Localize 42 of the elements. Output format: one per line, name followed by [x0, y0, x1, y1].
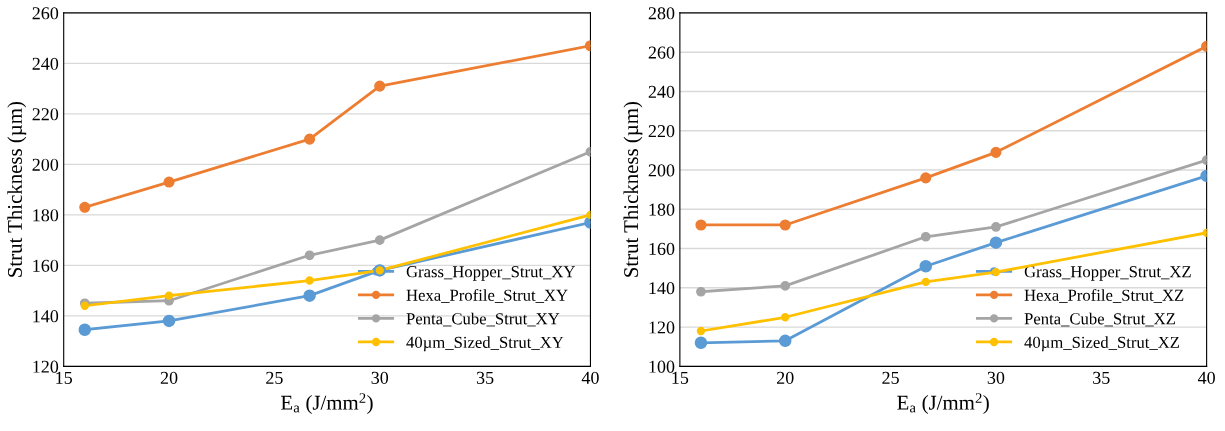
y-tick-label: 280 [648, 7, 675, 20]
x-axis-title: E$_{a}$ (J/mm$^{2}$) [897, 393, 989, 414]
x-tick-label: 25 [882, 371, 899, 384]
y-tick-label: 200 [648, 164, 675, 177]
y-tick-label: 140 [649, 282, 675, 295]
x-axis-title: E$_{a}$ (J/mm$^{2}$) [281, 393, 373, 414]
y-tick-label: 220 [648, 124, 675, 138]
x-tick-label: 20 [160, 371, 178, 384]
legend-label: Grass_Hopper_Strut_XZ [1024, 266, 1191, 281]
x-tick-label: 30 [987, 371, 1005, 384]
y-tick-label: 200 [32, 158, 59, 171]
legend-label: Hexa_Profile_Strut_XY [406, 288, 568, 303]
y-tick-label: 160 [33, 259, 59, 272]
y-tick-label: 180 [33, 209, 59, 222]
y-tick-label: 240 [648, 85, 675, 98]
x-tick-label: 30 [371, 371, 389, 384]
legend-label: 40µm_Sized_Strut_XZ [1024, 336, 1180, 352]
x-tick-label: 25 [266, 371, 283, 384]
y-tick-label: 240 [32, 57, 59, 70]
y-tick-label: 140 [33, 310, 59, 323]
y-tick-label: 100 [649, 360, 675, 373]
legend-label: Penta_Cube_Strut_XY [406, 312, 560, 327]
legend-label: Hexa_Profile_Strut_XZ [1024, 288, 1184, 303]
y-tick-label: 260 [648, 46, 675, 59]
x-tick-label: 15 [56, 371, 73, 384]
y-tick-label: 160 [649, 242, 675, 255]
x-tick-label: 35 [1093, 371, 1110, 384]
y-tick-label: 220 [32, 108, 59, 121]
x-tick-label: 20 [776, 371, 794, 384]
legend-label: 40µm_Sized_Strut_XY [406, 336, 564, 352]
x-tick-label: 40 [581, 371, 599, 384]
legend-label: Penta_Cube_Strut_XZ [1024, 312, 1175, 327]
y-tick-label: 260 [32, 7, 59, 20]
y-axis-title: Strut Thickness (µm) [623, 101, 643, 277]
x-tick-label: 40 [1197, 371, 1215, 384]
y-tick-label: 180 [649, 203, 675, 216]
y-axis-title: Strut Thickness (µm) [7, 101, 27, 277]
legend-label: Grass_Hopper_Strut_XY [406, 266, 576, 281]
y-tick-label: 120 [33, 360, 59, 373]
y-tick-label: 120 [649, 321, 675, 334]
x-tick-label: 35 [476, 371, 494, 384]
x-tick-label: 15 [672, 371, 689, 384]
